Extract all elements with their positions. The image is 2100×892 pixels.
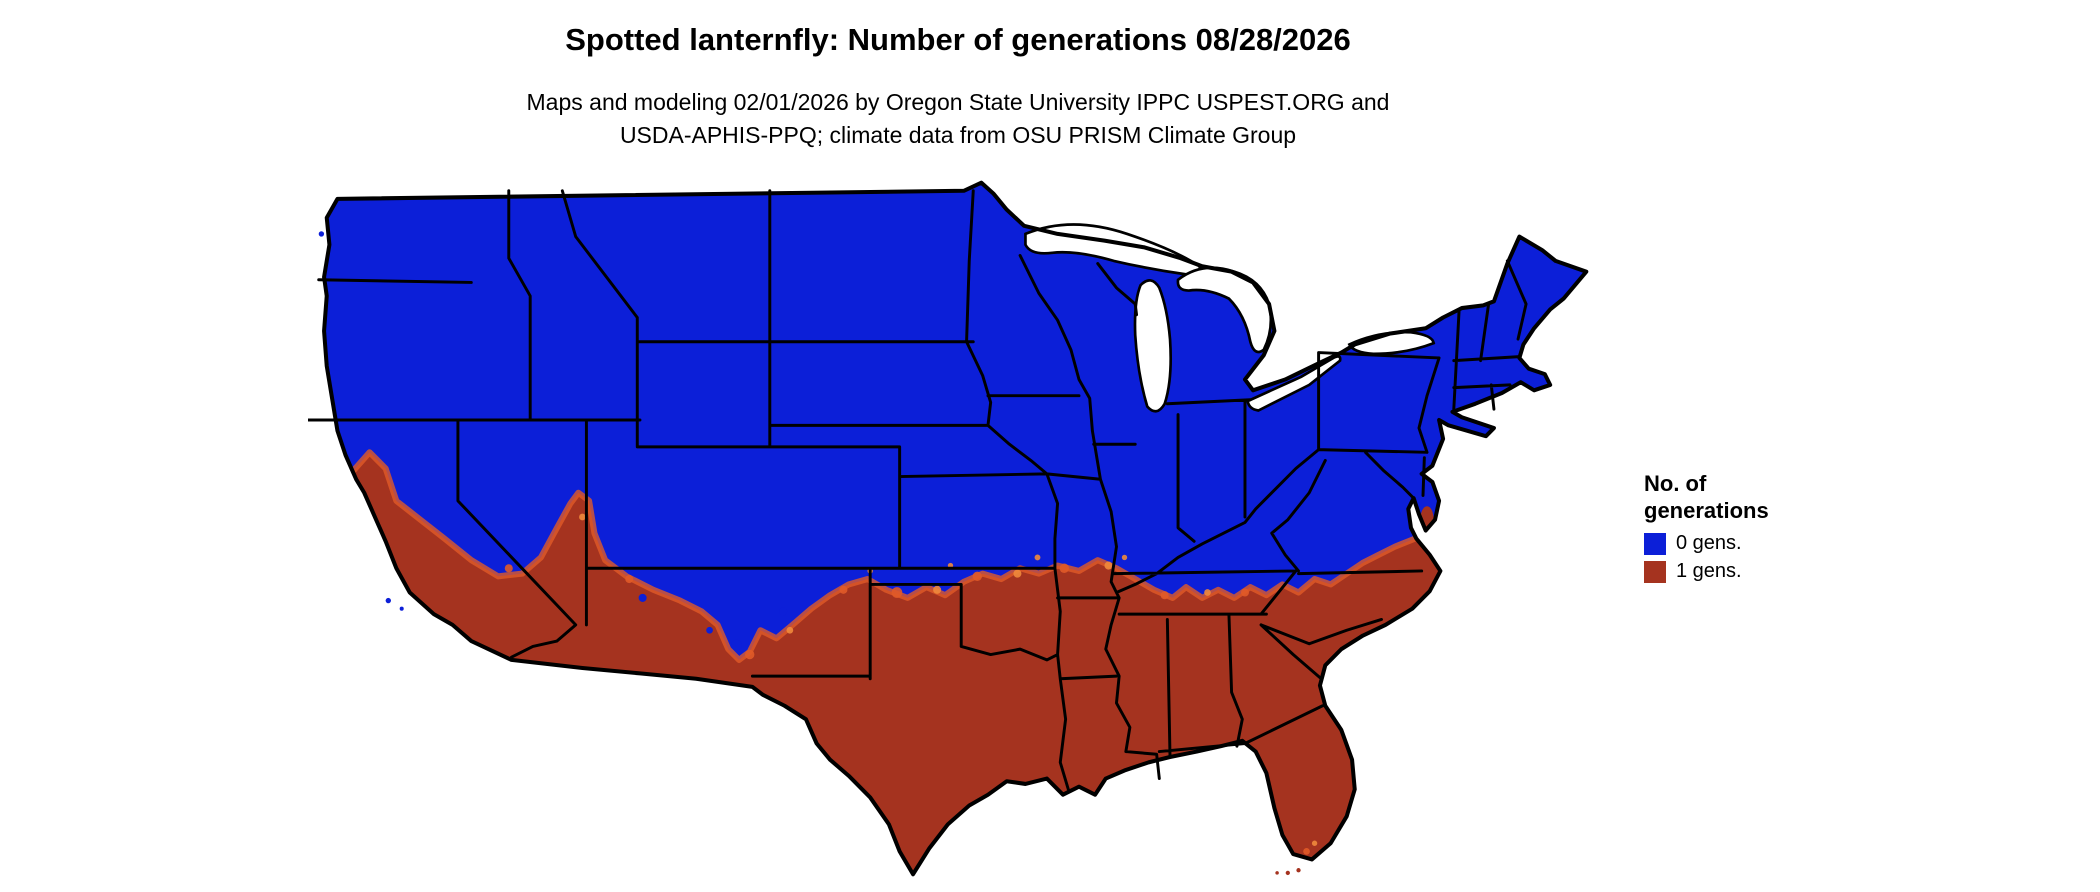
legend: No. of generations 0 gens. 1 gens. <box>1644 470 1904 588</box>
map-container <box>308 180 1593 881</box>
us-outline <box>322 180 1589 877</box>
offshore-islands <box>318 231 1301 876</box>
legend-swatch-0-gens <box>1644 532 1666 555</box>
legend-label-0-gens: 0 gens. <box>1676 532 1742 554</box>
legend-item-0-gens: 0 gens. <box>1644 532 1904 555</box>
highland-blue-islands <box>638 593 788 651</box>
header: Spotted lanternfly: Number of generation… <box>0 22 1916 152</box>
legend-title-line-1: No. of <box>1644 471 1707 496</box>
legend-title-line-2: generations <box>1644 498 1769 523</box>
legend-label-1-gens: 1 gens. <box>1676 560 1742 582</box>
us-map <box>308 180 1589 877</box>
subtitle-line-2: USDA-APHIS-PPQ; climate data from OSU PR… <box>619 122 1297 148</box>
state-borders <box>308 189 1528 791</box>
transition-speckles-b <box>579 513 1318 846</box>
lake-michigan <box>1133 279 1173 413</box>
transition-boundary <box>345 449 1425 663</box>
transition-speckles-a <box>504 563 1310 855</box>
legend-swatch-1-gens <box>1644 560 1666 583</box>
legend-item-1-gens: 1 gens. <box>1644 560 1904 583</box>
subtitle-line-1: Maps and modeling 02/01/2026 by Oregon S… <box>526 89 1390 115</box>
legend-title: No. of generations <box>1644 470 1904 524</box>
page-title: Spotted lanternfly: Number of generation… <box>565 22 1351 57</box>
subtitle: Maps and modeling 02/01/2026 by Oregon S… <box>0 86 1916 152</box>
